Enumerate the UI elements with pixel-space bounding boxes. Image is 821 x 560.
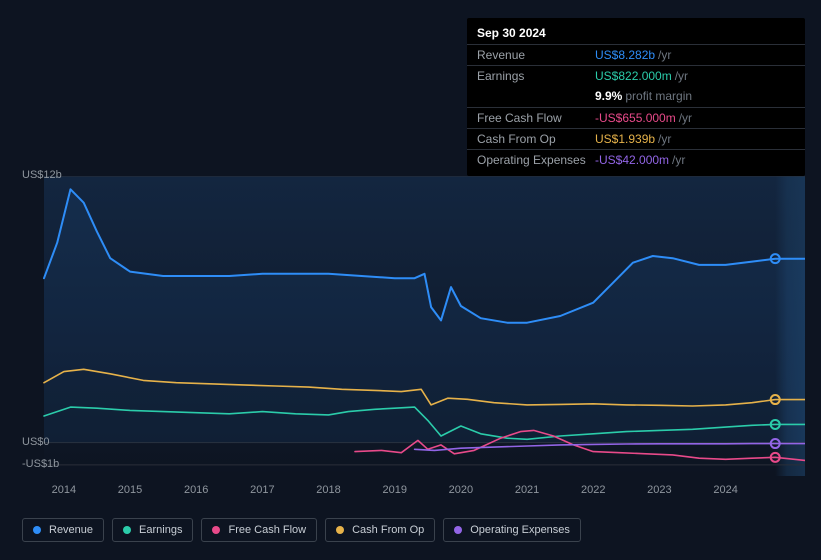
tooltip-value: US$1.939b — [595, 132, 655, 146]
tooltip-unit: /yr — [672, 153, 685, 167]
legend-item-free-cash-flow[interactable]: Free Cash Flow — [201, 518, 317, 542]
y-axis-label: US$12b — [22, 169, 62, 181]
tooltip-row: Operating Expenses-US$42.000m/yr — [467, 149, 805, 170]
x-axis-label: 2020 — [449, 484, 473, 496]
legend-label: Operating Expenses — [470, 524, 570, 536]
legend-item-earnings[interactable]: Earnings — [112, 518, 193, 542]
chart-svg — [16, 176, 805, 476]
tooltip-row: EarningsUS$822.000m/yr — [467, 65, 805, 86]
y-axis-label: -US$1b — [22, 458, 59, 470]
legend-dot-icon — [123, 526, 131, 534]
x-axis-label: 2019 — [382, 484, 406, 496]
tooltip-value: US$8.282b — [595, 48, 655, 62]
tooltip-value: -US$42.000m — [595, 153, 669, 167]
legend-label: Earnings — [139, 524, 182, 536]
tooltip-row: Free Cash Flow-US$655.000m/yr — [467, 107, 805, 128]
x-axis-label: 2022 — [581, 484, 605, 496]
tooltip-label: Cash From Op — [477, 131, 595, 147]
tooltip-label: Operating Expenses — [477, 152, 595, 168]
tooltip-value: 9.9% — [595, 89, 622, 103]
tooltip-value: -US$655.000m — [595, 111, 676, 125]
legend-dot-icon — [212, 526, 220, 534]
tooltip-label: Earnings — [477, 68, 595, 84]
legend-dot-icon — [454, 526, 462, 534]
tooltip-label: Revenue — [477, 47, 595, 63]
tooltip-label — [477, 88, 595, 104]
tooltip-row: Cash From OpUS$1.939b/yr — [467, 128, 805, 149]
x-axis-label: 2021 — [515, 484, 539, 496]
tooltip-value: US$822.000m — [595, 69, 672, 83]
legend-label: Revenue — [49, 524, 93, 536]
legend-label: Cash From Op — [352, 524, 424, 536]
x-axis-labels: 2014 2015 2016 2017 2018 2019 2020 2021 2022 2023… — [16, 484, 805, 500]
legend-label: Free Cash Flow — [228, 524, 306, 536]
tooltip-unit: /yr — [675, 69, 688, 83]
chart-legend: Revenue Earnings Free Cash Flow Cash From O… — [22, 518, 581, 542]
y-axis-label: US$0 — [22, 436, 50, 448]
x-axis-label: 2024 — [713, 484, 737, 496]
legend-dot-icon — [336, 526, 344, 534]
tooltip-unit: /yr — [658, 132, 671, 146]
tooltip-unit: /yr — [679, 111, 692, 125]
x-axis-label: 2016 — [184, 484, 208, 496]
tooltip-date: Sep 30 2024 — [467, 24, 805, 44]
tooltip-unit: profit margin — [625, 89, 692, 103]
x-axis-label: 2015 — [118, 484, 142, 496]
x-axis-label: 2014 — [52, 484, 76, 496]
x-axis-label: 2023 — [647, 484, 671, 496]
tooltip-row: RevenueUS$8.282b/yr — [467, 44, 805, 65]
tooltip-unit: /yr — [658, 48, 671, 62]
data-tooltip: Sep 30 2024 RevenueUS$8.282b/yrEarningsU… — [467, 18, 805, 176]
legend-item-revenue[interactable]: Revenue — [22, 518, 104, 542]
tooltip-label: Free Cash Flow — [477, 110, 595, 126]
legend-dot-icon — [33, 526, 41, 534]
x-axis-label: 2017 — [250, 484, 274, 496]
legend-item-cash-from-op[interactable]: Cash From Op — [325, 518, 435, 542]
legend-item-operating-expenses[interactable]: Operating Expenses — [443, 518, 581, 542]
tooltip-row: 9.9%profit margin — [467, 86, 805, 106]
x-axis-label: 2018 — [316, 484, 340, 496]
